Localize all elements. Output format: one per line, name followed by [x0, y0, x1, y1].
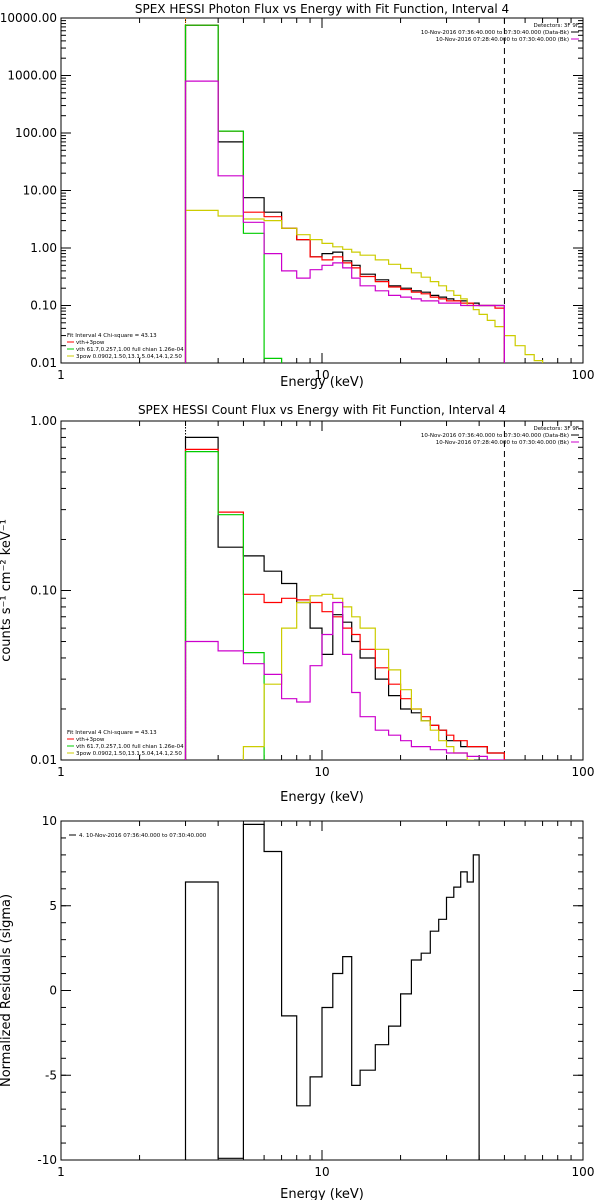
y-tick-label: 10	[42, 814, 57, 828]
series-2-line	[184, 448, 505, 760]
x-tick-label: 10	[314, 765, 329, 779]
chart-panel-3: 1 10 100 -10 -5 0 5 10 Energy (keV) Normalized Re…	[0, 814, 594, 1200]
series-3-line	[184, 24, 283, 363]
detectors-label: Detectors: 3F 9F	[533, 426, 579, 432]
x-tick-label: 10	[314, 1165, 329, 1179]
series-2-line	[184, 24, 505, 363]
y-tick-label: 10.00	[23, 184, 57, 198]
y-tick-label: 100.00	[15, 126, 57, 140]
chart-panel-2: SPEX HESSI Count Flux vs Energy with Fit…	[0, 403, 594, 805]
y-tick-label: 1000.00	[7, 69, 57, 83]
legend-entry-bottom-left: vth+3pow	[76, 737, 105, 743]
y-tick-label: 0.01	[30, 356, 57, 370]
x-axis-label: Energy (keV)	[280, 375, 364, 390]
legend-entry-bottom-left: vth 61.7,0.257,1.00 full chian 1.26e-04	[76, 744, 184, 750]
series-1-line	[184, 823, 480, 1160]
chart-title: SPEX HESSI Count Flux vs Energy with Fit…	[138, 403, 506, 417]
legend-entry-bottom-left: 3pow 0.0902,1.50,13.1,5.04,14.1,2.50	[76, 354, 182, 360]
y-tick-label: 1.00	[30, 414, 57, 428]
series-5-line	[184, 80, 505, 363]
legend-entry-bottom-left: Fit Interval 4 Chi-square = 43.13	[67, 730, 157, 736]
y-tick-label: 5	[49, 899, 57, 913]
y-tick-label: -5	[45, 1068, 57, 1082]
x-tick-label: 1	[57, 765, 65, 779]
detectors-label: Detectors: 3F 9F	[533, 23, 579, 29]
x-axis-label: Energy (keV)	[280, 1187, 364, 1200]
x-tick-label: 10	[314, 368, 329, 382]
legend-entry-top-right: 10-Nov-2016 07:28:40.000 to 07:30:40.000…	[436, 440, 569, 446]
x-axis-label: Energy (keV)	[280, 790, 364, 805]
y-tick-label: -10	[37, 1153, 57, 1167]
series-1-line	[184, 24, 505, 363]
series-4-line	[242, 593, 474, 760]
y-tick-label: 0.10	[30, 299, 57, 313]
y-tick-label: 0.01	[30, 753, 57, 767]
x-tick-label: 100	[572, 368, 595, 382]
y-tick-label: 10000.00	[0, 11, 57, 25]
legend-entry-bottom-left: vth+3pow	[76, 340, 105, 346]
legend-entry-bottom-left: Fit Interval 4 Chi-square = 43.13	[67, 333, 157, 339]
x-tick-label: 1	[57, 1165, 65, 1179]
y-tick-label: 0.10	[30, 584, 57, 598]
legend-entry-top-right: 10-Nov-2016 07:28:40.000 to 07:30:40.000…	[436, 37, 569, 43]
y-tick-label: 1.00	[30, 241, 57, 255]
plot-frame	[60, 820, 584, 1161]
x-tick-label: 100	[572, 765, 595, 779]
series-3-line	[184, 451, 265, 760]
y-axis-label: Normalized Residuals (sigma)	[0, 894, 14, 1087]
legend-entry-bottom-left: 3pow 0.0902,1.50,13.1,5.04,14.1,2.50	[76, 751, 182, 757]
y-axis-label: counts s⁻¹ cm⁻² keV⁻¹	[0, 519, 14, 662]
series-4-line	[184, 209, 544, 363]
chart-panel-1: SPEX HESSI Photon Flux vs Energy with Fi…	[0, 2, 594, 390]
chart-title: SPEX HESSI Photon Flux vs Energy with Fi…	[135, 2, 509, 16]
x-tick-label: 100	[572, 1165, 595, 1179]
series-5-line	[184, 601, 505, 760]
y-tick-label: 0	[49, 984, 57, 998]
legend-entry-top-right: 10-Nov-2016 07:36:40.000 to 07:30:40.000…	[421, 30, 569, 36]
legend-entry-bottom-left: vth 61.7,0.257,1.00 full chian 1.26e-04	[76, 347, 184, 353]
x-tick-label: 1	[57, 368, 65, 382]
legend-entry-top-right: 10-Nov-2016 07:36:40.000 to 07:30:40.000…	[421, 433, 569, 439]
legend-entry-top-left: 4. 10-Nov-2016 07:36:40.000 to 07:30:40.…	[79, 833, 207, 839]
series-1-line	[184, 436, 505, 760]
